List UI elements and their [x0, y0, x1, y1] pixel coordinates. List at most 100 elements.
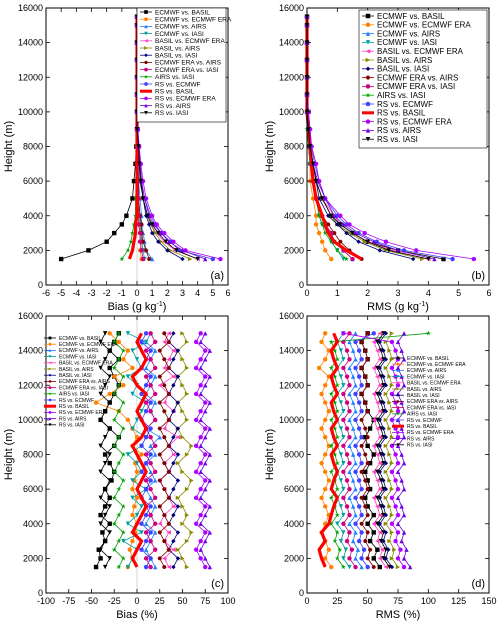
data-point	[207, 452, 212, 457]
data-point	[207, 374, 212, 379]
x-tick-label: 75	[393, 596, 403, 606]
legend-label: RS vs. IASI	[59, 423, 85, 429]
data-point	[93, 400, 99, 405]
data-point	[350, 538, 356, 544]
data-point	[323, 248, 328, 253]
data-point	[323, 400, 328, 405]
legend-label: ECMWF ERA vs. IASI	[407, 405, 456, 411]
y-tick-label: 2000	[284, 553, 304, 563]
data-point	[340, 564, 346, 570]
data-point	[102, 504, 108, 509]
legend-marker	[365, 128, 371, 133]
data-point	[375, 469, 380, 475]
data-point	[203, 383, 208, 388]
data-point	[328, 521, 334, 526]
data-point	[111, 469, 117, 474]
data-point	[401, 486, 407, 492]
data-point	[193, 443, 199, 449]
legend-label: BASIL vs. ECMWF ERA	[155, 38, 225, 45]
data-point	[162, 513, 167, 517]
data-point	[203, 486, 208, 492]
data-point	[116, 512, 122, 518]
data-point	[98, 469, 103, 475]
data-point	[377, 530, 382, 535]
data-point	[328, 391, 334, 397]
data-point	[313, 161, 319, 167]
legend-marker	[48, 349, 52, 352]
legend-label: BASIL vs. ECMWF ERA	[407, 381, 461, 387]
x-tick-label: 25	[332, 596, 342, 606]
data-point	[356, 374, 362, 379]
data-point	[184, 512, 190, 518]
data-point	[338, 374, 344, 379]
legend-marker	[365, 22, 371, 28]
data-point	[107, 426, 112, 431]
data-point	[389, 495, 395, 500]
data-point	[319, 339, 324, 345]
data-point	[175, 556, 181, 561]
data-point	[180, 409, 185, 414]
data-point	[338, 426, 344, 431]
data-point	[198, 434, 203, 440]
data-point	[120, 373, 126, 379]
series-rs-vs-airs	[198, 331, 212, 570]
series-rs-vs-iasi	[98, 331, 112, 570]
legend-marker	[144, 67, 148, 72]
data-point	[326, 478, 332, 483]
data-point	[130, 365, 135, 371]
legend-marker	[48, 411, 52, 414]
series-ecmwf-vs-basil	[58, 14, 140, 262]
data-point	[143, 460, 149, 466]
legend-marker	[144, 31, 148, 36]
data-point	[361, 547, 367, 552]
data-point	[143, 339, 149, 345]
data-point	[353, 469, 358, 475]
legend-marker	[365, 75, 371, 80]
data-point	[171, 460, 176, 466]
data-point	[350, 504, 356, 509]
data-point	[323, 417, 328, 423]
data-point	[341, 443, 346, 449]
data-point	[353, 556, 358, 561]
y-tick-label: 4000	[284, 211, 304, 221]
x-tick-label: 2	[165, 288, 170, 298]
data-point	[319, 391, 324, 397]
data-point	[171, 504, 176, 509]
y-tick-label: 16000	[18, 311, 43, 321]
data-point	[377, 409, 382, 414]
data-point	[375, 504, 380, 509]
data-point	[143, 434, 149, 440]
series-line	[348, 333, 362, 568]
series-line	[195, 333, 206, 568]
data-point	[323, 383, 328, 388]
data-point	[344, 348, 350, 353]
legend-marker	[396, 400, 400, 403]
x-tick-label: -75	[62, 596, 75, 606]
data-point	[341, 512, 346, 518]
data-point	[365, 357, 370, 362]
data-point	[389, 486, 395, 492]
legend-marker	[144, 82, 148, 86]
data-point	[180, 504, 185, 509]
data-point	[387, 348, 392, 353]
data-point	[378, 400, 384, 405]
legend-label: BASIL vs. IASI	[407, 393, 440, 399]
data-point	[316, 196, 322, 201]
data-point	[153, 547, 158, 552]
data-point	[392, 547, 397, 552]
data-point	[365, 556, 370, 561]
data-point	[111, 495, 117, 500]
data-point	[111, 417, 117, 423]
data-point	[165, 248, 170, 253]
legend-label: ECMWF vs. AIRS	[59, 348, 99, 354]
x-tick-label: -5	[57, 288, 65, 298]
series-line	[159, 333, 170, 568]
legend-marker	[396, 375, 400, 378]
data-point	[347, 417, 352, 423]
data-point	[203, 256, 208, 262]
data-point	[363, 478, 368, 483]
data-point	[143, 556, 149, 561]
data-point	[148, 564, 153, 570]
x-tick-label: 2	[365, 288, 370, 298]
